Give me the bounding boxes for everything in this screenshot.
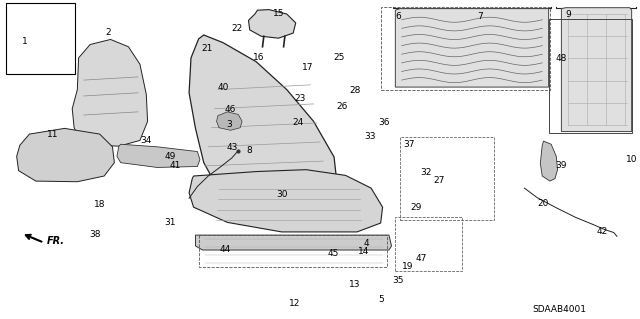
Text: 10: 10 bbox=[626, 155, 637, 164]
Text: 30: 30 bbox=[276, 190, 287, 199]
Text: 1: 1 bbox=[22, 38, 28, 47]
Text: 19: 19 bbox=[403, 262, 414, 271]
Text: 3: 3 bbox=[227, 120, 232, 129]
Text: 29: 29 bbox=[410, 203, 422, 212]
Polygon shape bbox=[561, 8, 632, 131]
Text: 7: 7 bbox=[477, 12, 483, 21]
Text: 23: 23 bbox=[294, 94, 305, 103]
Text: 41: 41 bbox=[170, 161, 180, 170]
Text: 37: 37 bbox=[404, 140, 415, 149]
Text: 24: 24 bbox=[292, 118, 303, 128]
Text: 31: 31 bbox=[164, 218, 175, 227]
Text: 25: 25 bbox=[333, 53, 345, 62]
Text: 43: 43 bbox=[227, 143, 238, 152]
Text: 9: 9 bbox=[565, 10, 571, 19]
Polygon shape bbox=[216, 112, 242, 130]
Text: 2: 2 bbox=[105, 28, 111, 37]
Text: 45: 45 bbox=[327, 249, 339, 258]
Text: 16: 16 bbox=[253, 53, 264, 62]
Polygon shape bbox=[17, 128, 115, 182]
Text: 39: 39 bbox=[556, 161, 567, 170]
Polygon shape bbox=[12, 26, 49, 46]
Text: 28: 28 bbox=[349, 86, 361, 95]
Polygon shape bbox=[189, 35, 338, 204]
Polygon shape bbox=[195, 235, 392, 250]
Text: 20: 20 bbox=[538, 199, 549, 208]
Text: 44: 44 bbox=[220, 245, 231, 254]
Polygon shape bbox=[72, 40, 148, 146]
Text: 8: 8 bbox=[246, 146, 252, 155]
Text: 13: 13 bbox=[349, 279, 361, 288]
Text: SDAAB4001: SDAAB4001 bbox=[532, 305, 586, 314]
Bar bbox=[6, 3, 75, 74]
Text: FR.: FR. bbox=[47, 236, 65, 246]
Text: 35: 35 bbox=[392, 276, 404, 285]
Polygon shape bbox=[396, 9, 548, 87]
Text: 14: 14 bbox=[358, 247, 369, 256]
Text: 26: 26 bbox=[337, 102, 348, 111]
Text: 48: 48 bbox=[556, 54, 567, 63]
Text: 5: 5 bbox=[378, 295, 384, 304]
Text: 49: 49 bbox=[164, 152, 175, 161]
Text: 34: 34 bbox=[141, 136, 152, 145]
Bar bbox=[396, 217, 463, 271]
Text: 40: 40 bbox=[218, 83, 229, 92]
Text: 33: 33 bbox=[364, 132, 376, 141]
Text: 46: 46 bbox=[225, 105, 236, 114]
Text: 38: 38 bbox=[90, 230, 101, 239]
Bar bbox=[400, 137, 494, 220]
Text: 18: 18 bbox=[94, 200, 106, 209]
Text: 12: 12 bbox=[289, 299, 300, 308]
Polygon shape bbox=[248, 10, 296, 38]
Text: 17: 17 bbox=[301, 63, 313, 72]
Text: 32: 32 bbox=[420, 168, 432, 177]
Polygon shape bbox=[540, 141, 557, 181]
Text: 42: 42 bbox=[596, 227, 608, 236]
Polygon shape bbox=[117, 144, 200, 167]
Text: 6: 6 bbox=[396, 12, 401, 21]
Text: 27: 27 bbox=[433, 176, 444, 185]
Text: 22: 22 bbox=[231, 24, 243, 33]
Text: 4: 4 bbox=[364, 239, 369, 248]
Text: 15: 15 bbox=[273, 9, 284, 18]
Text: 47: 47 bbox=[415, 254, 427, 263]
Text: 36: 36 bbox=[378, 117, 390, 127]
Text: 21: 21 bbox=[201, 44, 212, 54]
Polygon shape bbox=[189, 170, 383, 232]
Text: 11: 11 bbox=[47, 130, 59, 138]
Bar bbox=[381, 7, 550, 90]
Bar bbox=[548, 19, 632, 133]
